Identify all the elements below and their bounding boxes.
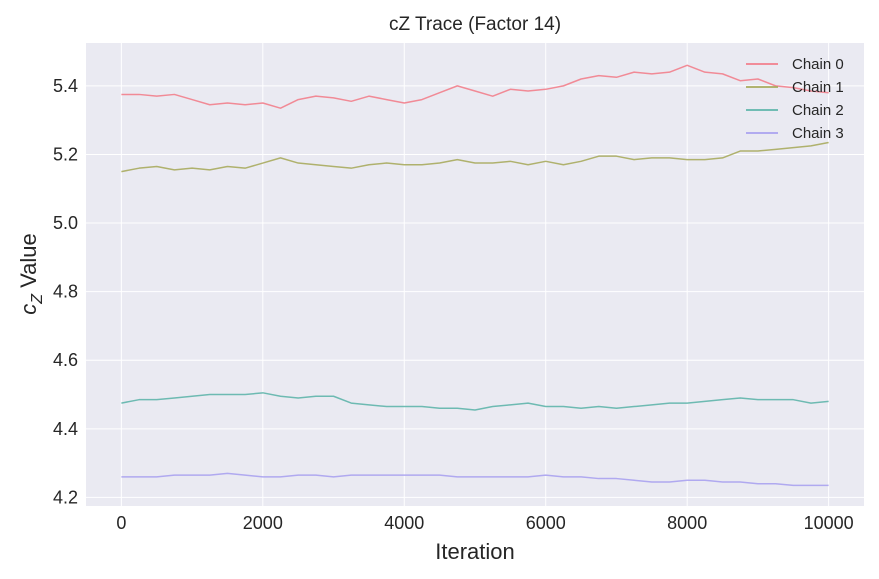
- legend-label-chain-3: Chain 3: [792, 125, 844, 142]
- x-tick-labels: 0 2000 4000 6000 8000 10000: [116, 513, 853, 533]
- legend-entry-chain-0: Chain 0: [746, 56, 844, 73]
- grid-lines: [86, 43, 864, 506]
- y-tick-label-5: 5.2: [53, 144, 78, 164]
- legend-label-chain-2: Chain 2: [792, 102, 844, 119]
- y-axis-label-main: c: [16, 304, 41, 315]
- chart-title: cZ Trace (Factor 14): [389, 14, 561, 35]
- y-axis-label-subscript: Z: [29, 293, 46, 305]
- y-tick-label-6: 5.4: [53, 76, 78, 96]
- legend-label-chain-1: Chain 1: [792, 79, 844, 96]
- y-tick-label-3: 4.8: [53, 282, 78, 302]
- y-tick-label-0: 4.2: [53, 487, 78, 507]
- series-line-chain-3: [121, 472, 829, 487]
- legend-label-chain-0: Chain 0: [792, 56, 844, 73]
- y-tick-label-4: 5.0: [53, 213, 78, 233]
- legend-entry-chain-1: Chain 1: [746, 79, 844, 96]
- x-tick-label-2: 4000: [384, 513, 424, 533]
- series-line-chain-1: [121, 141, 829, 173]
- y-axis-label-rest: Value: [16, 233, 41, 294]
- series-line-chain-2: [121, 392, 829, 411]
- x-tick-label-5: 10000: [804, 513, 854, 533]
- x-tick-label-0: 0: [116, 513, 126, 533]
- legend-entry-chain-3: Chain 3: [746, 125, 844, 142]
- y-axis-label: cZ Value: [16, 233, 46, 315]
- y-tick-label-1: 4.4: [53, 419, 78, 439]
- x-tick-label-1: 2000: [243, 513, 283, 533]
- y-tick-label-2: 4.6: [53, 350, 78, 370]
- legend: Chain 0 Chain 1 Chain 2 Chain 3: [746, 56, 844, 142]
- x-tick-label-4: 8000: [667, 513, 707, 533]
- plot-area-background: [86, 43, 864, 506]
- x-axis-label: Iteration: [435, 539, 515, 564]
- x-tick-label-3: 6000: [526, 513, 566, 533]
- y-tick-labels: 4.2 4.4 4.6 4.8 5.0 5.2 5.4: [53, 76, 78, 508]
- legend-entry-chain-2: Chain 2: [746, 102, 844, 119]
- series-line-chain-0: [121, 64, 829, 109]
- series-lines: [121, 64, 829, 487]
